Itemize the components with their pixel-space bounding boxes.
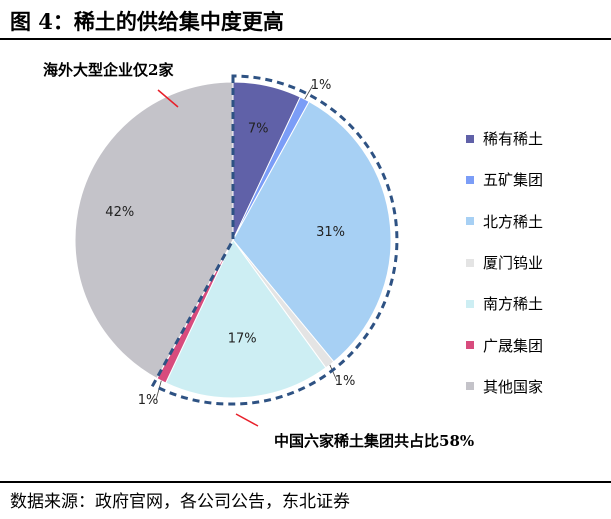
legend-label: 广晟集团 (483, 336, 544, 355)
leader-line-1 (304, 84, 314, 100)
pie-slice-4 (165, 239, 327, 399)
legend-label: 北方稀土 (483, 212, 544, 231)
pie-percent-labels: 7% 1% 31% 1% 17% 1% 42% (105, 78, 355, 408)
top-rule (0, 38, 611, 40)
legend-swatch (466, 341, 474, 350)
china-callout-line (235, 413, 259, 427)
legend: 稀有稀土五矿集团北方稀土厦门钨业南方稀土广晟集团其他国家 (466, 118, 543, 407)
slice-label-1: 1% (311, 78, 332, 93)
foreign-callout-line (157, 89, 179, 108)
legend-swatch (466, 258, 474, 267)
slice-label-2: 31% (316, 225, 345, 240)
legend-label: 厦门钨业 (483, 254, 544, 273)
legend-swatch (466, 382, 474, 391)
slice-label-0: 7% (248, 121, 269, 136)
legend-item-3: 厦门钨业 (466, 242, 543, 283)
legend-item-1: 五矿集团 (466, 159, 543, 200)
pie-slice-6 (74, 81, 234, 380)
slice-label-4: 17% (228, 332, 257, 347)
legend-label: 稀有稀土 (483, 130, 544, 149)
legend-swatch (466, 175, 474, 184)
legend-item-6: 其他国家 (466, 366, 543, 407)
figure-title: 图 4：稀土的供给集中度更高 (10, 9, 284, 34)
legend-item-0: 稀有稀土 (466, 118, 543, 159)
foreign-annotation: 海外大型企业仅2家 (43, 61, 173, 79)
bottom-rule (0, 481, 611, 483)
china-annotation: 中国六家稀土集团共占比58% (274, 432, 474, 450)
slice-label-6: 42% (105, 205, 134, 220)
legend-swatch (466, 217, 474, 226)
source-note: 数据来源：政府官网，各公司公告，东北证券 (10, 492, 350, 512)
pie-chart: 7% 1% 31% 1% 17% 1% 42% 海外大型企业仅2家 中国六家稀土集团共占比5… (43, 61, 474, 450)
legend-swatch (466, 299, 474, 308)
legend-item-5: 广晟集团 (466, 324, 543, 365)
legend-swatch (466, 134, 474, 143)
legend-item-4: 南方稀土 (466, 283, 543, 324)
legend-label: 五矿集团 (483, 171, 544, 190)
legend-item-2: 北方稀土 (466, 201, 543, 242)
pie-slice-2 (232, 100, 392, 363)
leader-line-3 (329, 364, 338, 382)
legend-label: 其他国家 (483, 377, 544, 396)
leader-line-5 (155, 380, 162, 401)
legend-label: 南方稀土 (483, 295, 544, 314)
slice-label-5: 1% (138, 393, 159, 408)
slice-label-3: 1% (335, 374, 356, 389)
